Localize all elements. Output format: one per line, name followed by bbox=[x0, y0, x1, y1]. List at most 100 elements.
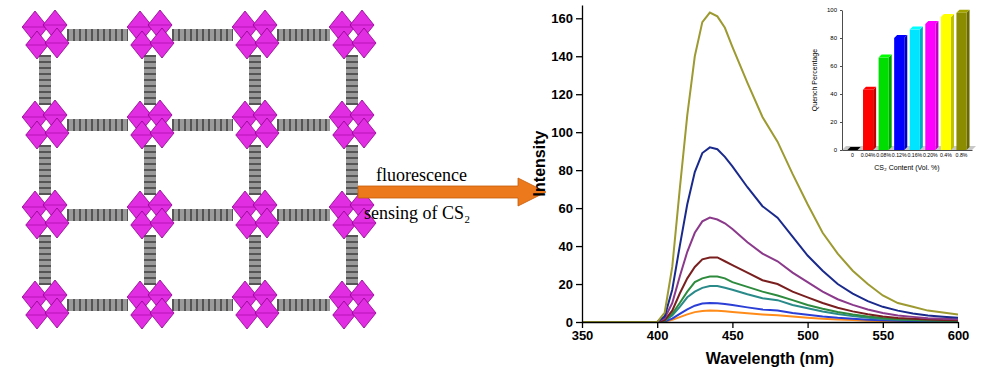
linker bbox=[346, 145, 358, 195]
tick-mark bbox=[840, 122, 842, 123]
tick-label: 100 bbox=[551, 125, 573, 140]
polyhedron-edge bbox=[333, 225, 355, 226]
bar-side bbox=[889, 55, 892, 150]
y-axis-title: Intensity bbox=[531, 131, 548, 197]
metal-polyhedron bbox=[26, 301, 48, 329]
linker bbox=[144, 235, 156, 285]
polyhedron-edge bbox=[131, 135, 153, 136]
tick: 80 bbox=[830, 35, 842, 41]
linker bbox=[39, 235, 51, 285]
polyhedron-edge bbox=[150, 223, 174, 224]
metal-polyhedron bbox=[255, 28, 279, 58]
tick-label: 0.4% bbox=[940, 152, 952, 158]
linker-stripe bbox=[249, 145, 261, 195]
linker bbox=[346, 235, 358, 285]
tick-mark bbox=[576, 246, 582, 247]
linker-stripe bbox=[67, 299, 128, 311]
metal-polyhedron bbox=[333, 211, 355, 239]
tick-mark bbox=[807, 322, 808, 328]
tick-label: 550 bbox=[872, 328, 894, 343]
metal-polyhedron bbox=[150, 28, 174, 58]
tick: 0.20% bbox=[923, 150, 938, 158]
polyhedron-edge bbox=[255, 313, 279, 314]
tick-label: 0.20% bbox=[923, 152, 938, 158]
metal-polyhedron bbox=[333, 121, 355, 149]
annotation: sensing of CS₂ bbox=[364, 203, 470, 223]
linker-stripe bbox=[277, 299, 330, 311]
polyhedron-edge bbox=[43, 25, 67, 26]
tick-label: 0.08% bbox=[876, 152, 891, 158]
polyhedron-edge bbox=[148, 25, 172, 26]
bar-side bbox=[920, 27, 923, 150]
linker-stripe bbox=[277, 29, 330, 41]
axis-line bbox=[842, 11, 843, 151]
metal-polyhedron bbox=[26, 121, 48, 149]
tick-mark bbox=[576, 132, 582, 133]
polyhedron-edge bbox=[150, 133, 174, 134]
polyhedron-edge bbox=[333, 135, 355, 136]
tick: 550 bbox=[872, 322, 894, 343]
tick-mark bbox=[840, 150, 842, 151]
metal-polyhedron bbox=[26, 211, 48, 239]
tick-label: 0 bbox=[851, 152, 854, 158]
tick-mark bbox=[840, 94, 842, 95]
tick-label: 40 bbox=[559, 239, 573, 254]
polyhedron-edge bbox=[150, 313, 174, 314]
tick-label: 80 bbox=[559, 163, 573, 178]
tick-label: 0 bbox=[566, 315, 573, 330]
tick-mark bbox=[657, 322, 658, 328]
linker bbox=[67, 209, 128, 221]
polyhedron-edge bbox=[26, 45, 48, 46]
tick: 60 bbox=[559, 201, 582, 216]
metal-polyhedron bbox=[131, 301, 153, 329]
polyhedron-edge bbox=[148, 295, 172, 296]
metal-polyhedron bbox=[236, 121, 258, 149]
polyhedron-edge bbox=[352, 43, 376, 44]
polyhedron-edge bbox=[253, 115, 277, 116]
x-axis: 350400450500550600 bbox=[572, 322, 970, 343]
linker bbox=[67, 299, 128, 311]
tick: 80 bbox=[559, 163, 582, 178]
spectrum-line bbox=[582, 13, 958, 322]
polyhedron-edge bbox=[45, 133, 69, 134]
polyhedron-edge bbox=[45, 43, 69, 44]
polyhedron-edge bbox=[236, 135, 258, 136]
bar-side bbox=[904, 35, 907, 150]
polyhedron-edge bbox=[148, 205, 172, 206]
linker-stripe bbox=[144, 55, 156, 105]
polyhedron-edge bbox=[333, 315, 355, 316]
linker-stripe bbox=[172, 209, 233, 221]
y-axis: 020406080100 bbox=[827, 7, 843, 153]
linker bbox=[277, 119, 330, 131]
polyhedron-edge bbox=[131, 45, 153, 46]
tick-label: 400 bbox=[647, 328, 669, 343]
tick-label: 0.8% bbox=[956, 152, 968, 158]
tick-label: 80 bbox=[830, 35, 837, 41]
x-axis-title: Wavelength (nm) bbox=[706, 350, 834, 367]
metal-polyhedron bbox=[255, 298, 279, 328]
inset-floor bbox=[842, 146, 976, 150]
tick-mark bbox=[958, 322, 959, 328]
metal-polyhedron bbox=[333, 31, 355, 59]
bar bbox=[925, 24, 935, 150]
bar-side bbox=[935, 21, 938, 150]
tick: 140 bbox=[551, 49, 582, 64]
canvas: fluorescence sensing of CS₂ 35040045050055… bbox=[0, 0, 986, 375]
polyhedron-edge bbox=[26, 225, 48, 226]
metal-polyhedron bbox=[45, 118, 69, 148]
linker bbox=[172, 209, 233, 221]
polyhedron-edge bbox=[333, 45, 355, 46]
linker-stripe bbox=[172, 119, 233, 131]
metal-polyhedron bbox=[150, 298, 174, 328]
tick-label: 0.04% bbox=[861, 152, 876, 158]
tick: 0.08% bbox=[876, 150, 891, 158]
linker-stripe bbox=[346, 235, 358, 285]
annotation: fluorescence bbox=[376, 165, 467, 185]
metal-polyhedron bbox=[352, 118, 376, 148]
tick: 0 bbox=[851, 150, 854, 158]
polyhedron-edge bbox=[255, 43, 279, 44]
bar-top bbox=[863, 87, 876, 90]
tick-label: 40 bbox=[830, 91, 837, 97]
tick-mark bbox=[840, 10, 842, 11]
y-axis: 020406080100120140160 bbox=[551, 6, 582, 330]
